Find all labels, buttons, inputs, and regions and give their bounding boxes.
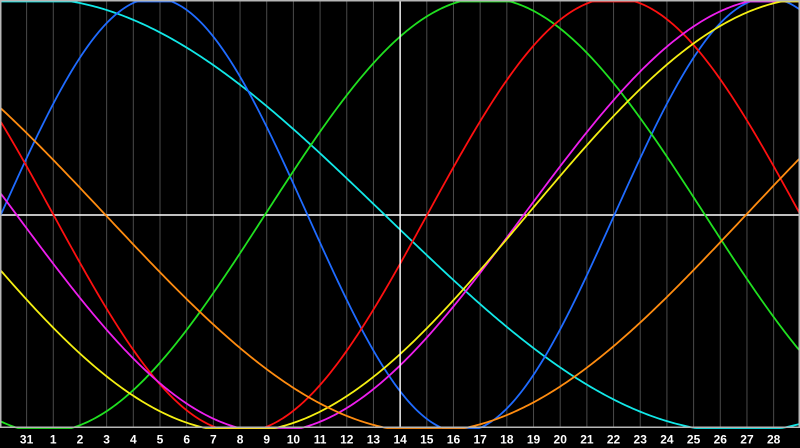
svg-text:28: 28 <box>767 433 781 447</box>
svg-text:31: 31 <box>20 433 34 447</box>
svg-text:2: 2 <box>77 433 84 447</box>
svg-text:10: 10 <box>287 433 301 447</box>
svg-text:12: 12 <box>340 433 354 447</box>
svg-text:1: 1 <box>50 433 57 447</box>
svg-text:15: 15 <box>420 433 434 447</box>
svg-text:23: 23 <box>634 433 648 447</box>
svg-text:27: 27 <box>740 433 754 447</box>
svg-text:21: 21 <box>580 433 594 447</box>
svg-text:11: 11 <box>314 433 327 447</box>
svg-text:13: 13 <box>367 433 381 447</box>
svg-text:24: 24 <box>660 433 674 447</box>
svg-text:22: 22 <box>607 433 621 447</box>
svg-text:3: 3 <box>103 433 110 447</box>
svg-text:14: 14 <box>393 433 407 447</box>
svg-text:5: 5 <box>157 433 164 447</box>
svg-text:26: 26 <box>714 433 728 447</box>
svg-text:7: 7 <box>210 433 217 447</box>
svg-text:25: 25 <box>687 433 701 447</box>
svg-text:9: 9 <box>263 433 270 447</box>
svg-text:19: 19 <box>527 433 541 447</box>
svg-text:6: 6 <box>183 433 190 447</box>
svg-text:16: 16 <box>447 433 461 447</box>
svg-text:17: 17 <box>473 433 487 447</box>
svg-text:8: 8 <box>237 433 244 447</box>
svg-text:20: 20 <box>554 433 568 447</box>
svg-text:4: 4 <box>130 433 137 447</box>
svg-text:18: 18 <box>500 433 514 447</box>
